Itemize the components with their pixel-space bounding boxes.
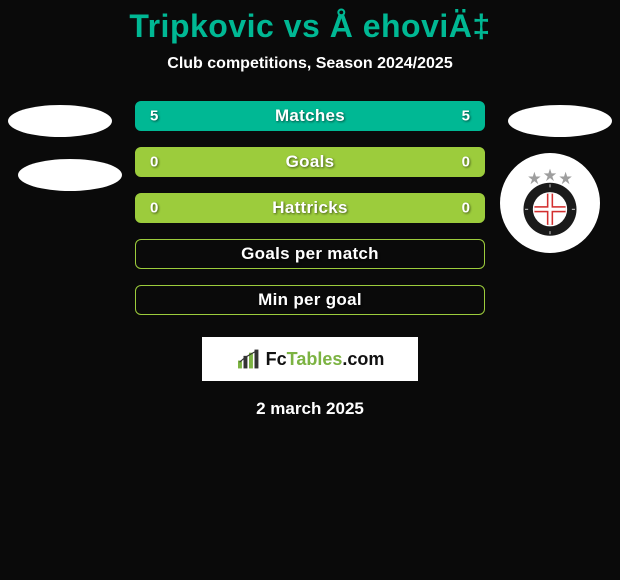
- stat-label: Goals: [286, 152, 335, 172]
- stat-value-left: 0: [150, 154, 158, 171]
- stat-label: Matches: [275, 106, 345, 126]
- stat-row: 0 Goals 0: [135, 147, 485, 177]
- stat-row: 5 Matches 5: [135, 101, 485, 131]
- logo-text-c: .com: [342, 349, 384, 369]
- stat-value-right: 0: [462, 200, 470, 217]
- stat-value-right: 0: [462, 154, 470, 171]
- logo-text-a: Fc: [266, 349, 287, 369]
- stat-label: Hattricks: [272, 198, 347, 218]
- logo-text: FcTables.com: [266, 349, 385, 370]
- stat-value-right: 5: [462, 108, 470, 125]
- stat-label: Min per goal: [258, 290, 362, 310]
- stat-row: 0 Hattricks 0: [135, 193, 485, 223]
- left-player-ellipse-1: [8, 105, 112, 137]
- stat-label: Goals per match: [241, 244, 379, 264]
- subtitle: Club competitions, Season 2024/2025: [0, 55, 620, 73]
- left-player-ellipse-2: [18, 159, 122, 191]
- stat-row: Goals per match: [135, 239, 485, 269]
- right-player-ellipse: [508, 105, 612, 137]
- stat-value-left: 5: [150, 108, 158, 125]
- stat-rows: 5 Matches 5 0 Goals 0 0 Hattricks 0 Goals per mat…: [135, 101, 485, 315]
- page-title: Tripkovic vs Å ehoviÄ‡: [0, 8, 620, 45]
- bars-icon: [236, 348, 262, 370]
- date-line: 2 march 2025: [0, 399, 620, 419]
- stat-value-left: 0: [150, 200, 158, 217]
- comparison-area: 5 Matches 5 0 Goals 0 0 Hattricks 0 Goals per mat…: [0, 101, 620, 315]
- logo-text-b: Tables: [287, 349, 343, 369]
- team-crest-icon: [511, 164, 589, 242]
- team-crest: [500, 153, 600, 253]
- fctables-logo: FcTables.com: [202, 337, 418, 381]
- stat-row: Min per goal: [135, 285, 485, 315]
